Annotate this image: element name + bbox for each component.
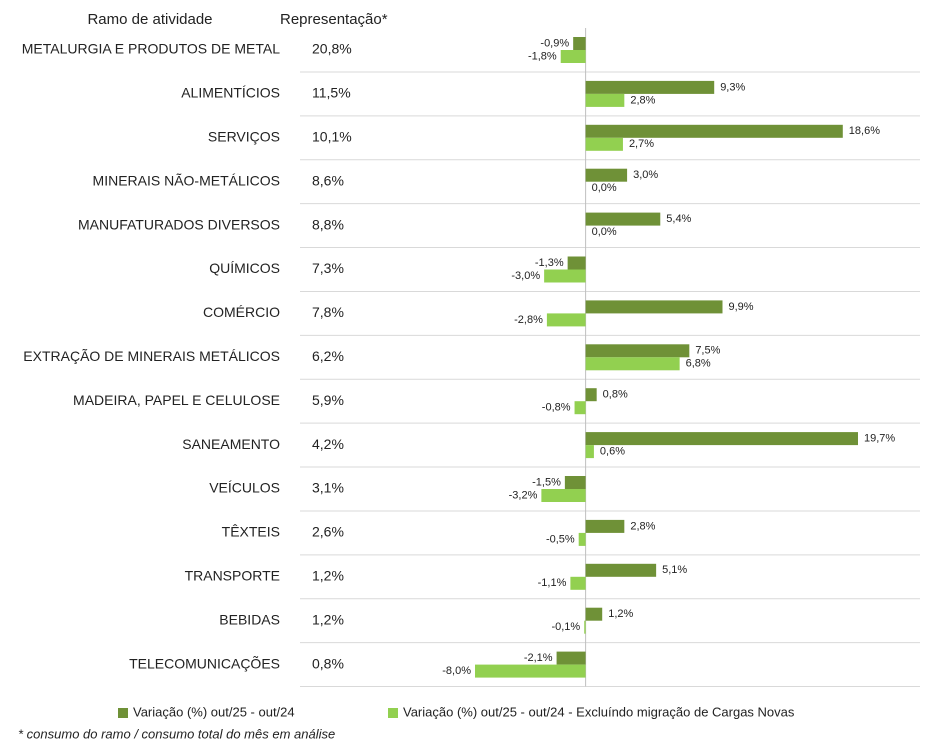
bar <box>584 620 586 634</box>
category-label: BEBIDAS <box>219 611 280 627</box>
bar <box>544 269 586 283</box>
category-label: MANUFATURADOS DIVERSOS <box>78 216 280 232</box>
category-label: EXTRAÇÃO DE MINERAIS METÁLICOS <box>23 348 280 364</box>
share-label: 20,8% <box>312 41 352 57</box>
value-label: -0,9% <box>540 37 569 49</box>
share-label: 8,6% <box>312 172 344 188</box>
bar <box>546 313 586 327</box>
share-label: 7,3% <box>312 260 344 276</box>
bar <box>574 401 586 415</box>
category-label: VEÍCULOS <box>209 480 280 496</box>
share-label: 7,8% <box>312 304 344 320</box>
bar <box>585 519 625 533</box>
share-label: 4,2% <box>312 436 344 452</box>
value-label: -8,0% <box>442 665 471 677</box>
value-label: -1,1% <box>538 577 567 589</box>
bar <box>585 80 715 94</box>
bar <box>585 607 603 621</box>
bar <box>585 124 843 138</box>
value-label: 0,6% <box>600 446 625 458</box>
category-label: TÊXTEIS <box>222 524 280 540</box>
value-label: 2,8% <box>630 94 655 106</box>
value-label: 6,8% <box>686 358 711 370</box>
value-label: 3,0% <box>633 169 658 181</box>
legend-label: Variação (%) out/25 - out/24 <box>133 704 295 719</box>
share-label: 0,8% <box>312 655 344 671</box>
value-label: -1,3% <box>535 257 564 269</box>
category-label: TRANSPORTE <box>185 568 280 584</box>
value-label: 2,8% <box>630 520 655 532</box>
share-label: 1,2% <box>312 568 344 584</box>
value-label: 18,6% <box>849 125 880 137</box>
value-label: -2,8% <box>514 314 543 326</box>
bar <box>585 432 858 446</box>
bar <box>585 168 628 182</box>
category-label: QUÍMICOS <box>209 260 280 276</box>
bar <box>541 489 586 502</box>
category-label: SERVIÇOS <box>208 129 280 145</box>
bar <box>585 344 690 358</box>
category-label: TELECOMUNICAÇÕES <box>129 655 280 671</box>
value-label: 2,7% <box>629 138 654 150</box>
bar <box>585 300 723 314</box>
category-label: METALURGIA E PRODUTOS DE METAL <box>22 41 280 57</box>
value-label: -1,5% <box>532 476 561 488</box>
value-label: 0,8% <box>603 389 628 401</box>
value-label: -0,1% <box>551 621 580 633</box>
value-label: 1,2% <box>608 608 633 620</box>
footnote: * consumo do ramo / consumo total do mês… <box>18 726 335 741</box>
value-label: 0,0% <box>592 182 617 194</box>
bar <box>585 137 623 151</box>
category-label: MADEIRA, PAPEL E CELULOSE <box>73 392 280 408</box>
share-label: 2,6% <box>312 524 344 540</box>
value-label: -1,8% <box>528 50 557 62</box>
bar <box>585 445 594 459</box>
value-label: 0,0% <box>592 226 617 238</box>
share-label: 6,2% <box>312 348 344 364</box>
value-label: -2,1% <box>524 652 553 664</box>
category-label: ALIMENTÍCIOS <box>181 85 280 101</box>
value-label: 5,4% <box>666 213 691 225</box>
value-label: -3,2% <box>509 489 538 501</box>
share-label: 1,2% <box>312 611 344 627</box>
value-label: 9,9% <box>728 301 753 313</box>
value-label: 9,3% <box>720 81 745 93</box>
category-label: MINERAIS NÃO-METÁLICOS <box>93 172 280 188</box>
share-label: 3,1% <box>312 480 344 496</box>
share-label: 11,5% <box>312 85 351 101</box>
bar <box>567 256 586 270</box>
legend-swatch <box>118 708 128 718</box>
bar <box>560 50 586 63</box>
bar <box>585 563 657 577</box>
bar <box>570 576 586 590</box>
category-label: SANEAMENTO <box>182 436 280 452</box>
bar <box>585 212 661 226</box>
value-label: -0,8% <box>542 402 571 414</box>
legend-label: Variação (%) out/25 - out/24 - Excluíndo… <box>403 704 795 719</box>
value-label: 5,1% <box>662 564 687 576</box>
bar <box>564 476 586 489</box>
value-label: 19,7% <box>864 433 895 445</box>
share-header: Representação* <box>280 11 388 28</box>
value-label: -3,0% <box>511 270 540 282</box>
category-header: Ramo de atividade <box>87 11 212 28</box>
share-label: 8,8% <box>312 216 344 232</box>
legend-swatch <box>388 708 398 718</box>
share-label: 5,9% <box>312 392 344 408</box>
bar <box>585 93 625 107</box>
share-label: 10,1% <box>312 129 352 145</box>
value-label: 7,5% <box>695 345 720 357</box>
bar <box>475 664 586 678</box>
value-label: -0,5% <box>546 533 575 545</box>
bar <box>585 357 680 371</box>
bar <box>585 388 597 402</box>
bar <box>573 37 586 50</box>
category-label: COMÉRCIO <box>203 304 280 320</box>
bar <box>556 651 586 665</box>
bar <box>578 532 586 546</box>
